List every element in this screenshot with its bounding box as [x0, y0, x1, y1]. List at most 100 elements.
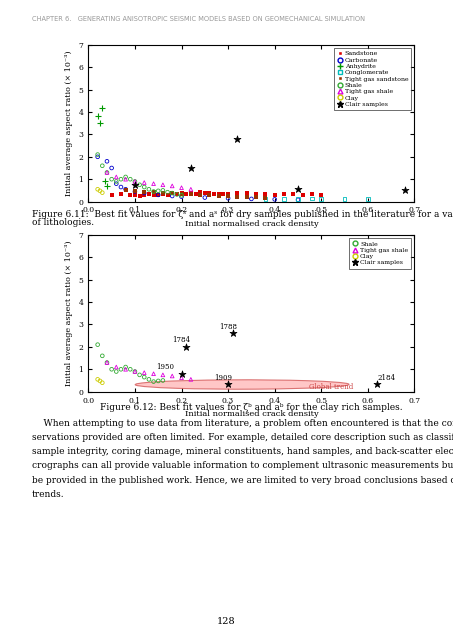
- X-axis label: Initial normalised crack density: Initial normalised crack density: [184, 220, 318, 228]
- Point: [131, 186, 139, 196]
- Point: [140, 182, 148, 192]
- Point: [220, 189, 227, 199]
- Point: [103, 167, 111, 177]
- Point: [178, 190, 185, 200]
- Point: [169, 188, 176, 198]
- Point: [225, 379, 232, 389]
- Point: [187, 188, 194, 198]
- Point: [96, 118, 104, 128]
- Point: [131, 366, 139, 376]
- Point: [252, 192, 260, 202]
- Point: [140, 367, 148, 378]
- Point: [201, 193, 208, 203]
- Point: [127, 190, 134, 200]
- Text: 2184: 2184: [377, 374, 395, 381]
- Legend: Sandstone, Carbonate, Anhydrite, Conglomerate, Tight gas sandstone, Shale, Tight: Sandstone, Carbonate, Anhydrite, Conglom…: [334, 48, 411, 110]
- Point: [154, 376, 162, 386]
- Point: [154, 186, 162, 196]
- Text: of lithologies.: of lithologies.: [32, 218, 94, 227]
- Text: trends.: trends.: [32, 490, 64, 499]
- Point: [225, 193, 232, 204]
- Text: When attempting to use data from literature, a problem often encountered is that: When attempting to use data from literat…: [32, 419, 453, 428]
- Point: [136, 180, 143, 190]
- Point: [113, 362, 120, 372]
- Point: [294, 195, 302, 205]
- Point: [150, 376, 157, 387]
- Point: [211, 188, 218, 198]
- Text: crographs can all provide valuable information to complement ultrasonic measurem: crographs can all provide valuable infor…: [32, 461, 453, 470]
- Text: Figure 6.11:  Best fit values for ζˢ and aˢ for dry samples published in the lit: Figure 6.11: Best fit values for ζˢ and …: [32, 210, 453, 219]
- Text: 1784: 1784: [173, 336, 191, 344]
- Point: [145, 184, 153, 195]
- Point: [229, 328, 236, 339]
- Point: [96, 186, 104, 196]
- Point: [99, 102, 106, 113]
- Point: [294, 194, 302, 204]
- Point: [136, 370, 143, 380]
- Point: [159, 370, 167, 380]
- Point: [131, 186, 139, 196]
- Point: [243, 192, 251, 202]
- Point: [99, 188, 106, 198]
- Point: [127, 364, 134, 374]
- Point: [178, 189, 185, 199]
- Point: [145, 189, 153, 200]
- Point: [113, 172, 120, 182]
- Point: [178, 182, 185, 193]
- Point: [262, 193, 269, 203]
- Point: [150, 187, 157, 197]
- Point: [164, 189, 171, 200]
- Point: [252, 189, 260, 199]
- Point: [159, 375, 167, 385]
- Point: [122, 362, 129, 372]
- Point: [271, 189, 278, 200]
- Point: [122, 364, 129, 374]
- Point: [280, 189, 288, 199]
- Point: [308, 193, 316, 204]
- Point: [173, 189, 180, 200]
- Text: Figure 6.12: Best fit values for ζᵇ and aᵇ for the clay rich samples.: Figure 6.12: Best fit values for ζᵇ and …: [100, 403, 402, 412]
- Text: 1788: 1788: [219, 323, 237, 331]
- Point: [215, 191, 222, 201]
- Point: [94, 149, 101, 159]
- Point: [108, 163, 115, 173]
- Point: [150, 179, 157, 189]
- Point: [131, 176, 139, 186]
- Point: [243, 188, 251, 198]
- Point: [117, 364, 125, 374]
- Point: [341, 194, 348, 204]
- Point: [294, 184, 302, 195]
- Point: [159, 188, 167, 198]
- Point: [215, 189, 222, 199]
- Point: [401, 185, 409, 195]
- Point: [108, 189, 115, 200]
- Point: [197, 187, 204, 197]
- Point: [187, 374, 194, 385]
- Point: [136, 191, 143, 201]
- Point: [154, 190, 162, 200]
- Point: [290, 189, 297, 200]
- Point: [131, 180, 139, 190]
- Text: be provided in the published work. Hence, we are limited to very broad conclusio: be provided in the published work. Hence…: [32, 476, 453, 484]
- Point: [318, 190, 325, 200]
- X-axis label: Initial normalised crack density: Initial normalised crack density: [184, 410, 318, 418]
- Point: [169, 188, 176, 198]
- Point: [108, 174, 115, 184]
- Point: [122, 185, 129, 195]
- Point: [131, 189, 139, 200]
- Point: [150, 186, 157, 196]
- Point: [201, 188, 208, 198]
- Point: [99, 161, 106, 171]
- Point: [262, 194, 269, 204]
- Point: [159, 180, 167, 190]
- Y-axis label: Initial average aspect ratio (× 10⁻³): Initial average aspect ratio (× 10⁻³): [65, 241, 73, 386]
- Point: [169, 180, 176, 191]
- Point: [140, 186, 148, 196]
- Point: [299, 189, 306, 200]
- Point: [173, 189, 180, 199]
- Point: [225, 191, 232, 202]
- Point: [131, 366, 139, 376]
- Point: [187, 163, 194, 173]
- Point: [271, 194, 278, 204]
- Point: [234, 134, 241, 144]
